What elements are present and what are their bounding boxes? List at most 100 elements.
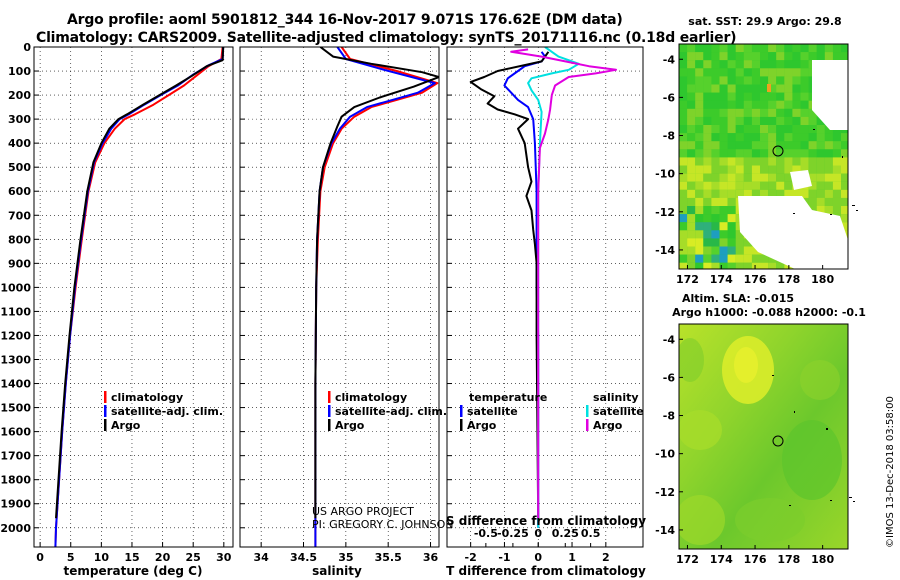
sst-cell [784,149,793,158]
sst-cell [719,92,728,101]
sst-cell [711,173,720,182]
sst-cell [776,189,785,198]
sst-cell [735,181,744,190]
sst-cell [719,141,728,150]
sst-cell [703,92,712,101]
legend-salinity-title: salinity [593,391,639,404]
sst-cell [679,116,688,126]
lon-tick-label: 180 [811,553,834,566]
sst-cell [719,100,728,109]
sst-cell [687,246,696,255]
sst-cell [768,116,777,126]
sst-cell [792,92,801,101]
sst-cell [719,189,728,198]
sst-cell [719,76,728,85]
x-tick-label: 0 [534,551,542,564]
sst-cell [760,76,769,85]
lon-tick-label: 172 [676,553,699,566]
sst-cell [719,181,728,190]
sst-cell [743,92,752,101]
sst-cell [841,44,848,53]
sst-cell [800,165,809,174]
sst-cell [808,189,817,198]
sst-cell [727,141,736,150]
sst-cell [727,214,736,223]
sst-cell [679,108,688,117]
title-line-2: Climatology: CARS2009. Satellite-adjuste… [36,30,737,46]
sst-cell [703,100,712,109]
sst-cell [711,230,720,239]
sst-cell [768,165,777,174]
sst-cell [687,100,696,109]
sst-cell [679,100,688,109]
sst-cell [711,206,720,215]
sst-warm-cell [767,84,771,92]
sst-cell [711,100,720,109]
sst-cell [792,108,801,117]
depth-tick-label: 1900 [0,498,31,511]
depth-tick-label: 1200 [0,329,31,342]
sst-cell [792,52,801,61]
sst-cell [727,149,736,158]
sst-cell [808,206,817,215]
sst-cell [703,149,712,158]
depth-tick-label: 1300 [0,354,31,367]
sst-cell [679,157,688,166]
sst-cell [695,108,704,117]
sst-cell [816,149,825,158]
sst-cell [703,165,712,174]
series-t-argo [469,51,550,519]
sst-cell [711,214,720,223]
sst-cell [768,149,777,158]
sst-cell [768,108,777,117]
sst-cell [735,173,744,182]
sst-cell [800,189,809,198]
sst-cell [679,230,688,239]
legend-t-argo: Argo [467,419,497,432]
sst-map: sat. SST: 29.9 Argo: 29.8 172 174 176 178 18… [655,15,858,286]
sst-cell [832,197,842,207]
sst-cell [695,214,704,223]
legend-swatch-climatology [104,391,107,403]
sst-cell [687,141,696,150]
sst-cell [841,222,848,231]
depth-tick-label: 1600 [0,426,31,439]
sst-cell [687,230,696,239]
sst-cell [711,254,720,263]
sst-cell [735,76,744,85]
lat-tick-label: -14 [655,524,675,537]
title-line-1: Argo profile: aoml 5901812_344 16-Nov-20… [67,12,623,28]
temperature-panel: 0 5 10 15 20 25 300100200300400500600700800900… [0,41,234,578]
sst-cell [703,76,712,85]
sst-cell [784,52,793,61]
sst-cell [695,84,704,93]
sst-cell [768,100,777,109]
sst-cell [808,125,817,134]
sst-cell [711,68,720,77]
depth-tick-label: 1700 [0,450,31,463]
sst-cell [743,133,752,142]
depth-tick-label: 700 [8,209,31,222]
sst-cell [792,189,801,198]
lat-tick-label: -8 [663,130,675,143]
sst-cell [743,165,752,174]
legend-swatch-argo [328,419,331,431]
sst-cell [751,84,761,93]
x-tick-label: 0 [36,551,44,564]
sst-cell [735,165,744,174]
sst-cell [784,44,793,53]
sst-cell [743,262,752,269]
sst-cell [768,52,777,61]
sst-cell [679,222,688,231]
sst-cell [695,141,704,150]
sst-cell [735,125,744,134]
sst-cell [816,157,825,166]
sst-cell [776,173,785,182]
sst-cell [768,92,777,101]
sst-cell [808,157,817,166]
sst-cell [703,222,712,231]
sst-cell [711,157,720,166]
sst-cell [727,165,736,174]
sst-cell [751,254,761,263]
sst-cell [695,197,704,207]
